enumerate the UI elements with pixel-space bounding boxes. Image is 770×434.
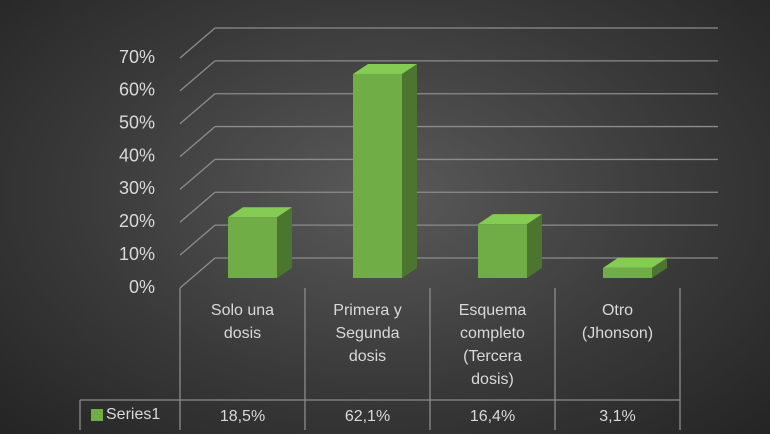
bar [353,73,402,278]
y-tick-label: 40% [119,145,155,165]
bar [228,217,277,278]
bar-top [478,214,542,225]
y-tick-label: 30% [119,178,155,198]
bar-side [402,63,417,279]
grid-line [179,93,216,125]
grid-line [179,60,216,92]
y-tick-label: 0% [129,277,155,297]
x-tick-label: Otro (Jhonson) [581,302,654,342]
x-tick-label: Esquema completo (Tercera dosis) [458,302,527,388]
table-value: 62,1% [344,408,391,425]
grid-line [179,27,216,59]
y-tick-label: 20% [119,211,155,231]
table-value: 16,4% [469,408,516,425]
y-tick-label: 60% [119,80,155,100]
grid-line [179,126,216,158]
bar-side [527,214,542,278]
bar-top [603,257,667,268]
y-tick-label: 70% [119,47,155,67]
bar [478,224,527,278]
grid-line [179,257,216,289]
table-value: 3,1% [599,408,636,425]
y-tick-label: 10% [119,244,155,264]
grid-line [179,224,216,256]
legend-swatch [91,409,103,421]
bar-top [353,63,417,74]
x-tick-label: Primera y Segunda dosis [333,302,402,365]
legend-label: Series1 [106,406,161,423]
y-tick-label: 50% [119,112,155,132]
bar-side [277,207,292,278]
grid-line [179,158,216,190]
x-tick-label: Solo una dosis [210,302,275,342]
bar-top [228,207,292,218]
table-value: 18,5% [219,408,266,425]
bar-side [652,257,667,278]
bar [603,267,652,278]
grid-line [179,191,216,223]
